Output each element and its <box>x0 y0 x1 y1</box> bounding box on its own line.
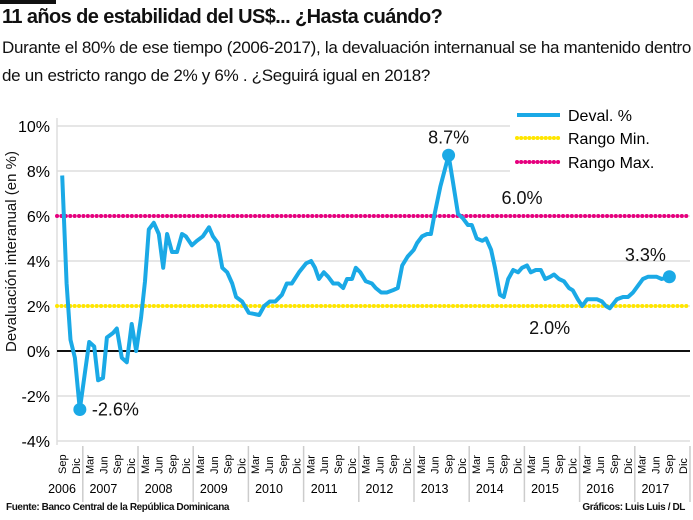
x-tick-label: Sep <box>167 454 179 474</box>
x-tick-label: Mar <box>250 455 262 474</box>
x-tick-label: Dic <box>236 458 248 474</box>
x-tick-label: Dic <box>71 458 83 474</box>
x-tick-label: Mar <box>637 455 649 474</box>
chart-title: 11 años de estabilidad del US$... ¿Hasta… <box>2 6 443 28</box>
x-tick-label: Mar <box>361 455 373 474</box>
x-tick-label: Dic <box>457 458 469 474</box>
y-tick-labels: 10% 8% 6% 4% 2% 0% -2% -4% <box>18 119 50 451</box>
x-tick-label: Jun <box>374 456 386 474</box>
x-tick-label: Jun <box>154 456 166 474</box>
annotations: 8.7% -2.6% 3.3% 6.0% 2.0% <box>73 127 676 420</box>
x-tick-label: Dic <box>292 458 304 474</box>
y-tick-label: 0% <box>27 344 50 361</box>
legend-label-max: Rango Max. <box>568 155 654 172</box>
x-tick-label: Jun <box>264 456 276 474</box>
legend-label-min: Rango Min. <box>568 131 650 148</box>
x-tick-label: Mar <box>195 455 207 474</box>
y-tick-label: 2% <box>27 299 50 316</box>
x-tick-label: Dic <box>512 458 524 474</box>
deval-series-line <box>60 153 670 412</box>
x-tick-label: Sep <box>499 454 511 474</box>
x-tick-label: Sep <box>57 454 69 474</box>
x-tick-label: Dic <box>181 458 193 474</box>
x-tick-label: Dic <box>623 458 635 474</box>
x-tick-label: Jun <box>430 456 442 474</box>
year-label: 2011 <box>311 482 338 496</box>
x-tick-label: Jun <box>485 456 497 474</box>
x-tick-label: Sep <box>609 454 621 474</box>
x-tick-label: Sep <box>388 454 400 474</box>
credit-note: Gráficos: Luis Luis / DL <box>582 502 685 513</box>
y-axis-label: Devaluación interanual (en %) <box>3 151 20 352</box>
x-tick-label: Sep <box>664 454 676 474</box>
highlight-dot <box>442 148 456 162</box>
year-label: 2007 <box>89 482 117 496</box>
x-tick-label: Dic <box>347 458 359 474</box>
series-layer <box>60 153 670 412</box>
y-tick-label: 4% <box>27 254 50 271</box>
highlight-dot <box>73 403 87 416</box>
x-tick-label: Jun <box>540 456 552 474</box>
chart-subtitle: Durante el 80% de ese tiempo (2006-2017)… <box>2 38 692 85</box>
x-tick-label: Jun <box>650 456 662 474</box>
y-tick-label: 10% <box>18 119 50 136</box>
x-tick-label: Sep <box>333 454 345 474</box>
x-tick-label: Mar <box>581 455 593 474</box>
x-tick-label: Sep <box>223 454 235 474</box>
source-note: Fuente: Banco Central de la República Do… <box>6 502 230 513</box>
x-tick-label: Jun <box>98 456 110 474</box>
year-label: 2014 <box>476 482 504 496</box>
y-tick-label: 8% <box>27 164 50 181</box>
x-tick-label: Sep <box>443 454 455 474</box>
x-tick-label: Mar <box>85 455 97 474</box>
annotation-label: 2.0% <box>529 318 570 338</box>
year-label: 2016 <box>586 482 614 496</box>
legend-label-deval: Deval. % <box>568 108 632 125</box>
x-tick-label: Mar <box>140 455 152 474</box>
x-tick-label: Mar <box>471 455 483 474</box>
x-axis: Sep Dic Mar Jun Sep Dic Mar Jun Sep Dic Mar Jun Sep D… <box>48 446 691 502</box>
year-label: 2012 <box>365 482 393 496</box>
x-tick-label: Sep <box>278 454 290 474</box>
title-accent-bar <box>0 0 56 4</box>
y-tick-label: -2% <box>22 389 50 406</box>
x-tick-label: Jun <box>319 456 331 474</box>
year-label: 2013 <box>421 482 449 496</box>
y-tick-label: -4% <box>22 434 50 451</box>
year-label: 2006 <box>48 482 76 496</box>
annotation-label: 6.0% <box>501 188 542 208</box>
x-tick-label: Jun <box>209 456 221 474</box>
year-label: 2017 <box>641 482 669 496</box>
x-tick-label: Dic <box>678 458 690 474</box>
x-tick-label: Mar <box>526 455 538 474</box>
x-tick-label: Jun <box>595 456 607 474</box>
annotation-label: 8.7% <box>428 127 469 147</box>
y-tick-label: 6% <box>27 209 50 226</box>
annotation-label: -2.6% <box>92 400 139 420</box>
year-label: 2010 <box>255 482 283 496</box>
x-tick-label: Dic <box>126 458 138 474</box>
x-tick-label: Mar <box>416 455 428 474</box>
highlight-dot <box>662 270 676 284</box>
year-label: 2015 <box>531 482 559 496</box>
year-label: 2008 <box>145 482 173 496</box>
x-tick-label: Dic <box>402 458 414 474</box>
x-tick-label: Dic <box>568 458 580 474</box>
x-tick-label: Sep <box>554 454 566 474</box>
annotation-label: 3.3% <box>625 245 666 265</box>
x-tick-label: Sep <box>112 454 124 474</box>
year-label: 2009 <box>200 482 228 496</box>
legend: Deval. % Rango Min. Rango Max. <box>510 104 690 176</box>
x-tick-label: Mar <box>305 455 317 474</box>
